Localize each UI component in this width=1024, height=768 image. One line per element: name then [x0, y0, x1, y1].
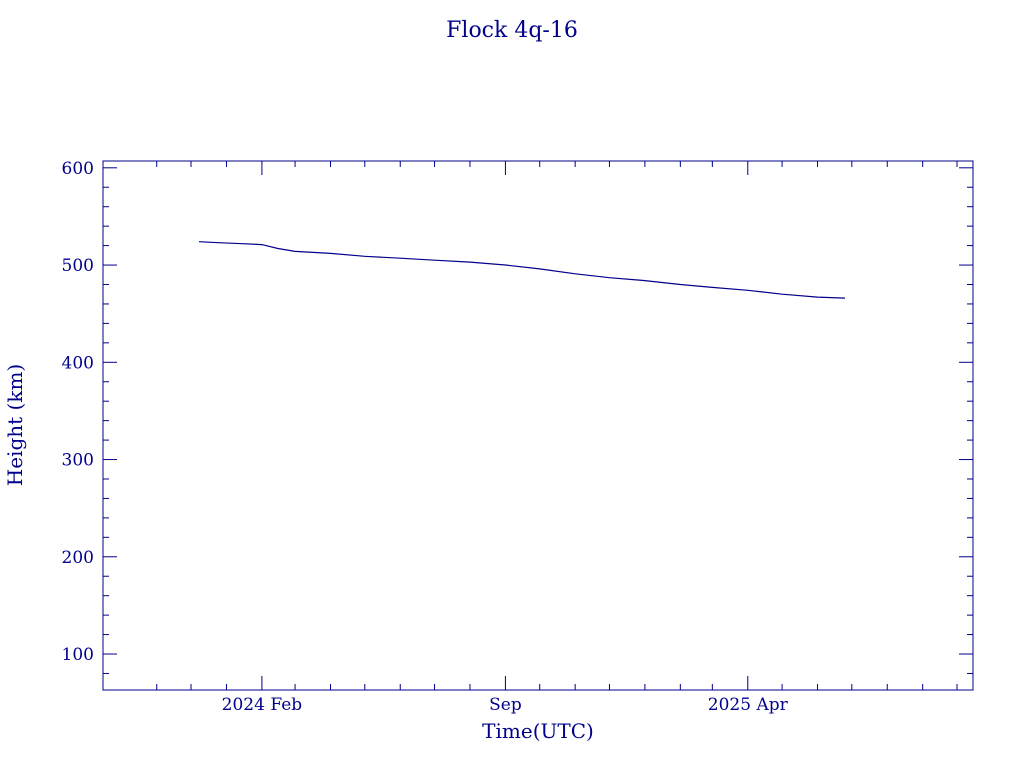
chart-title: Flock 4q-16 [446, 18, 578, 43]
x-axis-label: Time(UTC) [482, 719, 594, 743]
series-layer [198, 241, 846, 299]
y-tick-label: 100 [62, 645, 94, 665]
axis-ticks [103, 161, 973, 690]
y-tick-label: 300 [62, 451, 94, 471]
y-tick-label: 500 [62, 256, 94, 276]
y-tick-label: 400 [62, 353, 94, 373]
plot-frame [102, 160, 974, 691]
y-tick-label: 600 [62, 159, 94, 179]
axis-tick-labels: 100 200 300 400 500 600 2024 Feb Sep 2025 Apr [62, 159, 789, 715]
x-tick-label: 2024 Feb [222, 695, 303, 715]
height-series-line [198, 241, 846, 299]
y-axis-label: Height (km) [3, 364, 27, 486]
x-tick-label: 2025 Apr [708, 695, 789, 715]
y-tick-label: 200 [62, 548, 94, 568]
x-tick-label: Sep [489, 695, 522, 715]
